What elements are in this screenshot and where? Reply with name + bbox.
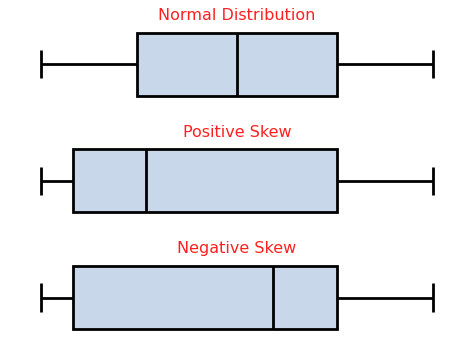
Bar	[73, 149, 337, 212]
Text: Positive Skew: Positive Skew	[182, 125, 292, 140]
Text: Negative Skew: Negative Skew	[177, 241, 297, 257]
Text: Normal Distribution: Normal Distribution	[158, 8, 316, 23]
Bar	[73, 266, 337, 329]
Bar	[137, 33, 337, 96]
